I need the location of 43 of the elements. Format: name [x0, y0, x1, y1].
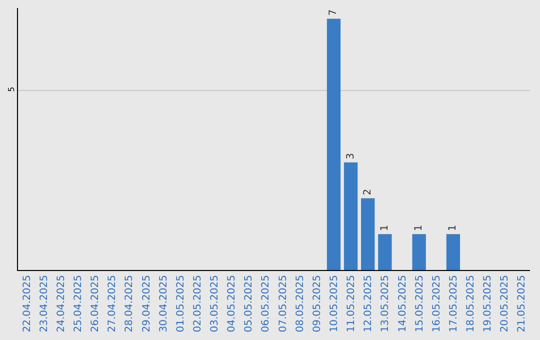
bar	[344, 162, 358, 270]
x-tick-label: 05.05.2025	[244, 275, 255, 332]
x-tick-label: 08.05.2025	[294, 275, 306, 332]
x-tick-label: 18.05.2025	[466, 275, 477, 332]
x-tick-label: 27.04.2025	[107, 275, 118, 332]
x-tick-label: 11.05.2025	[346, 275, 358, 332]
x-tick-label: 21.05.2025	[516, 275, 528, 332]
data-label: 2	[362, 188, 374, 196]
x-tick-label: 12.05.2025	[363, 275, 374, 332]
x-tick-label: 14.05.2025	[397, 275, 408, 332]
x-tick-label: 16.05.2025	[431, 275, 442, 332]
x-tick-label: 24.04.2025	[56, 275, 67, 332]
data-label: 1	[414, 224, 425, 232]
x-tick-label: 10.05.2025	[328, 275, 340, 332]
data-label: 3	[345, 152, 356, 160]
x-tick-label: 17.05.2025	[448, 275, 460, 332]
x-tick-label: 03.05.2025	[210, 275, 221, 332]
data-label: 1	[448, 224, 459, 232]
x-tick-label: 28.04.2025	[124, 275, 136, 332]
x-tick-label: 09.05.2025	[312, 275, 323, 332]
x-tick-label: 07.05.2025	[278, 275, 289, 332]
y-tick-label: 5	[6, 86, 16, 92]
bar	[412, 234, 426, 270]
x-tick-label: 13.05.2025	[380, 275, 392, 332]
x-tick-label: 15.05.2025	[414, 275, 426, 332]
bar	[326, 18, 341, 270]
x-tick-label: 26.04.2025	[90, 275, 102, 332]
x-tick-label: 01.05.2025	[175, 275, 186, 332]
x-tick-label: 19.05.2025	[482, 275, 494, 332]
bar	[378, 234, 392, 270]
x-tick-label: 06.05.2025	[260, 275, 272, 332]
x-tick-label: 25.04.2025	[72, 275, 84, 332]
bar	[361, 198, 375, 270]
x-tick-label: 20.05.2025	[500, 275, 511, 332]
data-label: 7	[328, 9, 340, 16]
x-tick-label: 29.04.2025	[141, 275, 152, 332]
x-tick-label: 02.05.2025	[192, 275, 204, 332]
x-tick-label: 04.05.2025	[226, 275, 238, 332]
x-tick-label: 30.04.2025	[158, 275, 170, 332]
bar	[446, 234, 460, 270]
x-tick-label: 23.04.2025	[38, 275, 50, 332]
x-tick-label: 22.04.2025	[22, 275, 33, 332]
data-label: 1	[379, 224, 390, 232]
